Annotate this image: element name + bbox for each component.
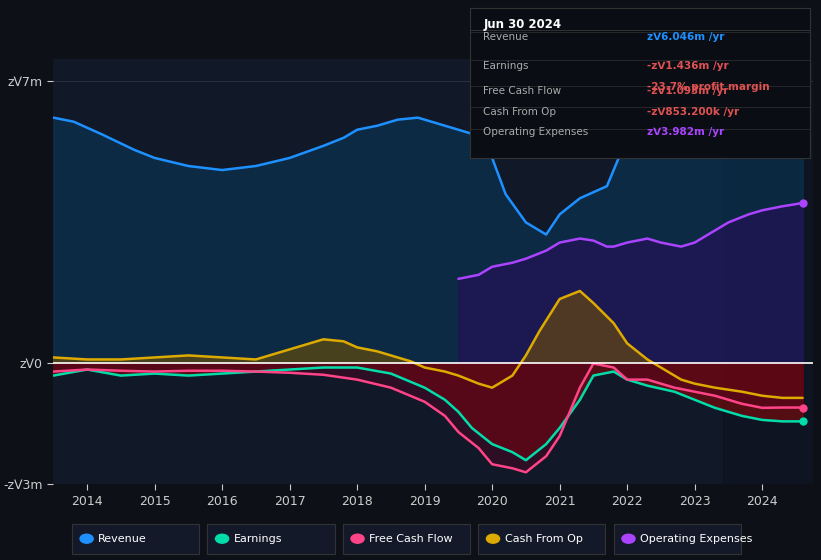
Text: zᐯ3.982m /yr: zᐯ3.982m /yr — [647, 127, 724, 137]
Bar — [723, 59, 819, 484]
Text: -zᐯ853.200k /yr: -zᐯ853.200k /yr — [647, 108, 739, 118]
Text: Cash From Op: Cash From Op — [484, 108, 557, 118]
Text: Revenue: Revenue — [484, 32, 529, 43]
Text: Revenue: Revenue — [98, 534, 147, 544]
Text: Earnings: Earnings — [233, 534, 282, 544]
Text: Earnings: Earnings — [484, 61, 529, 71]
Text: Operating Expenses: Operating Expenses — [640, 534, 752, 544]
Text: Free Cash Flow: Free Cash Flow — [369, 534, 452, 544]
Text: Cash From Op: Cash From Op — [505, 534, 582, 544]
Text: -zᐯ1.436m /yr: -zᐯ1.436m /yr — [647, 61, 728, 71]
Text: Jun 30 2024: Jun 30 2024 — [484, 18, 562, 31]
Text: Operating Expenses: Operating Expenses — [484, 127, 589, 137]
Text: -zᐯ1.093m /yr: -zᐯ1.093m /yr — [647, 86, 728, 96]
Text: Free Cash Flow: Free Cash Flow — [484, 86, 562, 96]
Text: -23.7% profit margin: -23.7% profit margin — [647, 82, 769, 92]
Text: zᐯ6.046m /yr: zᐯ6.046m /yr — [647, 32, 724, 43]
